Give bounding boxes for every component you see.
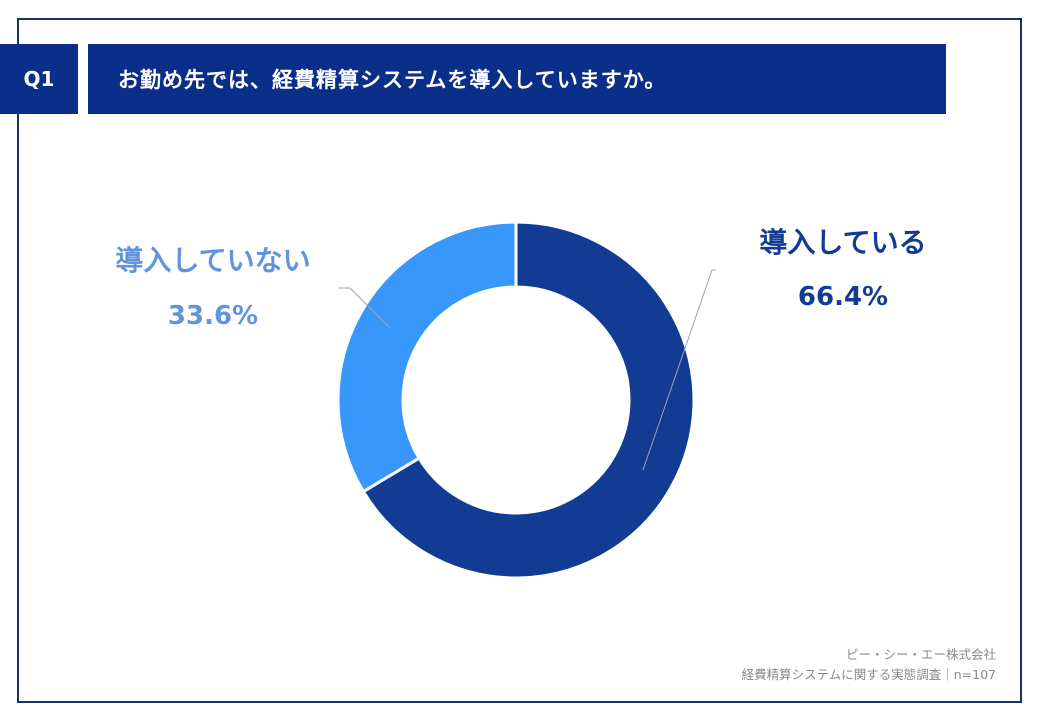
leader-line-introduced [642,269,716,471]
donut-slices [336,220,696,580]
slice-value-introduced: 66.4% [798,282,888,312]
question-number: Q1 [23,67,55,91]
question-number-badge: Q1 [0,44,78,114]
source-note: ピー・シー・エー株式会社 経費精算システムに関する実態調査｜n=107 [742,645,996,685]
leader-lines [338,269,716,471]
slice-value-not-introduced: 33.6% [168,301,258,331]
question-text: お勤め先では、経費精算システムを導入していますか。 [118,68,667,92]
slice-label-not-introduced: 導入していない [115,244,310,277]
slice-introduced [361,220,696,580]
card-frame [17,18,1022,703]
question-banner: お勤め先では、経費精算システムを導入していますか。 [88,44,946,114]
leader-line-not-introduced [338,287,391,329]
source-survey: 経費精算システムに関する実態調査｜n=107 [741,667,996,682]
slice-label-introduced: 導入している [759,226,926,259]
slice-not-introduced [336,220,518,494]
source-company: ピー・シー・エー株式会社 [845,647,996,662]
